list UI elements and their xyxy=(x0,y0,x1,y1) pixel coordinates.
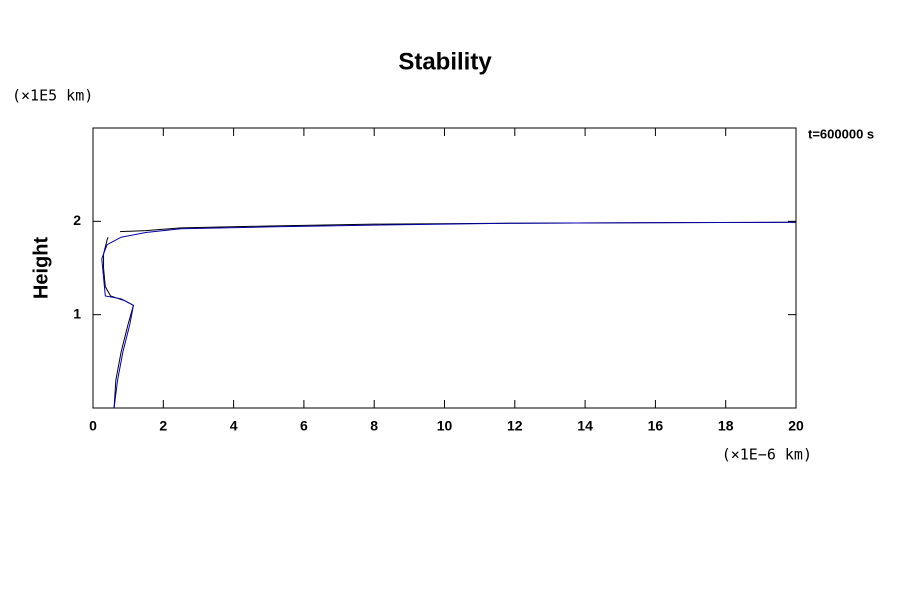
data-line xyxy=(103,221,797,409)
x-tick-label: 0 xyxy=(89,418,97,434)
x-tick-label: 16 xyxy=(648,418,664,434)
y-tick-label: 1 xyxy=(73,305,81,321)
x-unit: (×1E−6 km) xyxy=(722,446,812,464)
x-tick-label: 2 xyxy=(159,418,167,434)
y-tick-label: 2 xyxy=(73,212,81,228)
x-tick-label: 18 xyxy=(718,418,734,434)
annotation: t=600000 s xyxy=(808,126,874,141)
x-tick-label: 10 xyxy=(437,418,453,434)
x-tick-label: 8 xyxy=(370,418,378,434)
x-tick-label: 14 xyxy=(577,418,593,434)
plot-frame xyxy=(92,127,797,409)
y-axis-label: Height xyxy=(30,237,52,300)
x-tick-label: 6 xyxy=(300,418,308,434)
x-tick-label: 20 xyxy=(788,418,804,434)
y-unit: (×1E5 km) xyxy=(12,87,93,105)
x-tick-label: 4 xyxy=(230,418,238,434)
x-tick-label: 12 xyxy=(507,418,523,434)
data-line xyxy=(101,221,797,409)
chart-title: Stability xyxy=(398,48,492,75)
